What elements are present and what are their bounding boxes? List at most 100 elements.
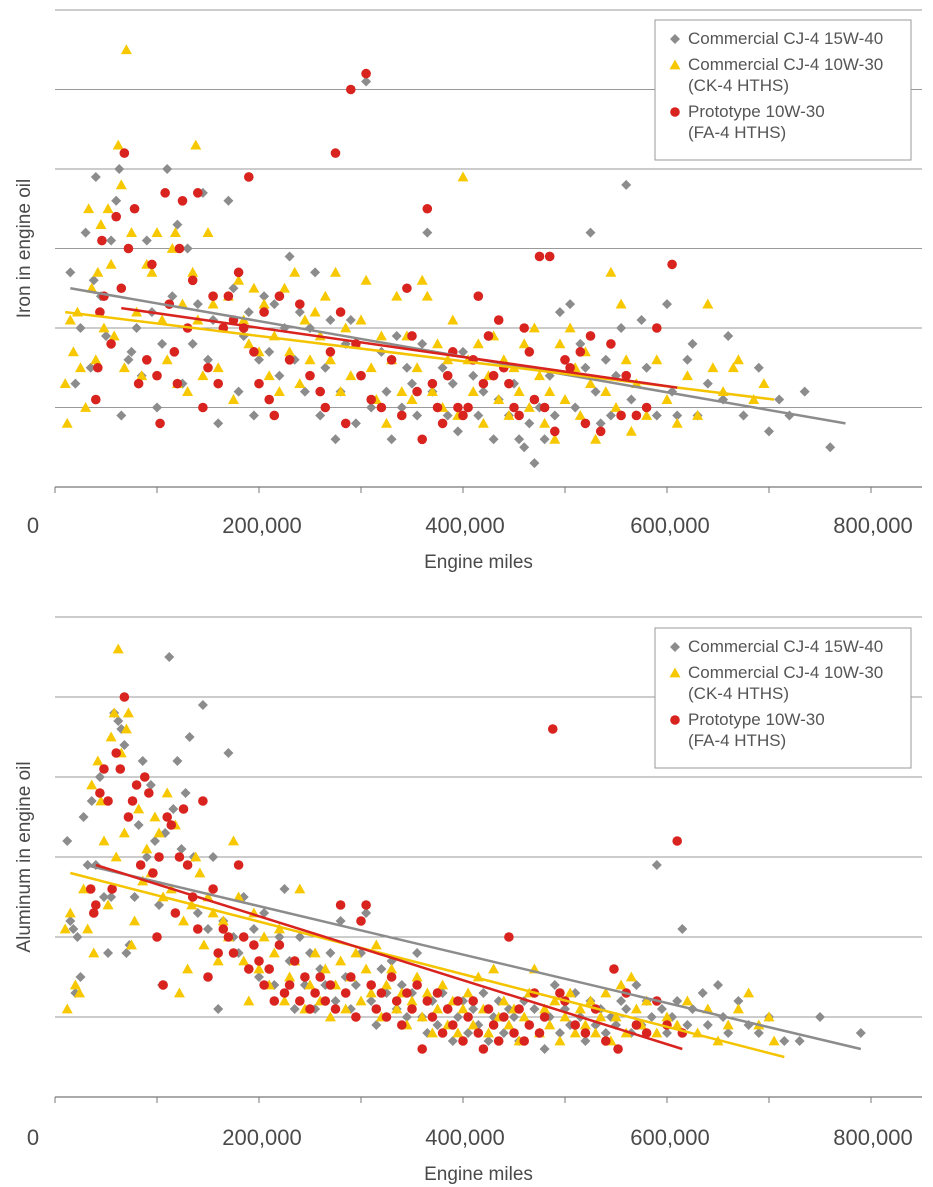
data-point [442, 410, 453, 421]
data-point [391, 290, 403, 301]
legend-entry-label: Prototype 10W-30 [688, 102, 825, 121]
data-point [565, 362, 575, 373]
data-point [529, 458, 540, 469]
data-point [152, 370, 162, 381]
data-point [514, 1004, 524, 1014]
data-point [402, 988, 412, 998]
data-point [498, 1028, 509, 1038]
data-point [462, 987, 474, 998]
data-point [529, 394, 540, 405]
data-point [120, 723, 132, 734]
data-point [304, 354, 316, 365]
data-point [401, 1012, 412, 1022]
data-point [88, 275, 99, 286]
data-point [340, 418, 351, 429]
data-point [616, 323, 627, 333]
data-point [498, 995, 510, 1006]
data-point [274, 940, 285, 950]
data-point [416, 274, 428, 285]
data-point [483, 1027, 494, 1038]
data-point [164, 652, 175, 662]
data-point [473, 1028, 484, 1038]
data-point [254, 972, 264, 982]
data-point [550, 426, 560, 437]
data-point [319, 963, 331, 974]
data-point [447, 314, 459, 325]
data-point [616, 996, 627, 1006]
data-point [335, 916, 346, 926]
data-point [176, 844, 187, 854]
data-point [75, 972, 86, 982]
data-point [207, 298, 219, 309]
data-point [855, 1028, 866, 1038]
data-point [157, 338, 168, 349]
data-point [421, 987, 433, 998]
data-point [422, 203, 433, 214]
data-point [472, 338, 484, 349]
data-point [559, 394, 571, 404]
data-point [131, 780, 142, 790]
data-point [284, 251, 295, 262]
data-point [320, 362, 331, 373]
data-point [651, 860, 662, 870]
x-tick-label: 400,000 [425, 1125, 505, 1150]
data-point [284, 971, 296, 982]
data-point [554, 338, 566, 349]
data-point [177, 196, 188, 206]
data-point [621, 179, 632, 190]
data-point [569, 1027, 581, 1038]
data-point [483, 331, 494, 341]
data-point [371, 1020, 382, 1030]
data-point [192, 908, 203, 918]
data-point [473, 291, 484, 302]
data-point [774, 394, 785, 405]
data-point [139, 772, 150, 782]
data-point [274, 370, 285, 381]
data-point [595, 418, 606, 429]
data-point [799, 386, 810, 397]
data-point [86, 779, 98, 790]
data-point [457, 1003, 469, 1014]
data-point [253, 963, 265, 974]
data-point [692, 409, 704, 420]
data-point [738, 410, 749, 421]
data-point [133, 803, 145, 814]
data-point [244, 172, 254, 182]
data-point [651, 354, 663, 365]
data-point [671, 417, 683, 428]
legend-diamond-icon [670, 34, 680, 44]
data-point [662, 299, 672, 310]
data-point [412, 410, 423, 421]
legend-diamond-icon [670, 642, 680, 652]
data-point [172, 219, 183, 230]
data-point [371, 1004, 382, 1014]
data-point [243, 338, 255, 349]
data-point [365, 987, 377, 998]
data-point [411, 362, 423, 373]
data-point [779, 1036, 790, 1046]
legend-box [654, 19, 912, 161]
data-point [488, 1020, 499, 1030]
data-point [126, 346, 137, 357]
data-point [118, 827, 130, 838]
data-point [299, 386, 310, 397]
data-point [119, 148, 130, 158]
data-point [702, 1020, 713, 1030]
data-point [238, 932, 249, 942]
data-point [115, 764, 126, 774]
x-axis-label: Engine miles [424, 552, 533, 573]
data-point [463, 1012, 473, 1022]
data-point [95, 219, 107, 230]
x-axis-label: Engine miles [424, 1164, 533, 1185]
data-point [208, 884, 218, 894]
data-point [488, 370, 499, 381]
data-point [259, 291, 270, 302]
data-point [346, 84, 356, 95]
data-point [152, 932, 162, 942]
data-point [123, 354, 134, 365]
trend-line [121, 306, 678, 389]
data-point [133, 820, 144, 830]
data-point [478, 378, 489, 389]
data-point [108, 707, 120, 718]
data-point [73, 987, 85, 998]
